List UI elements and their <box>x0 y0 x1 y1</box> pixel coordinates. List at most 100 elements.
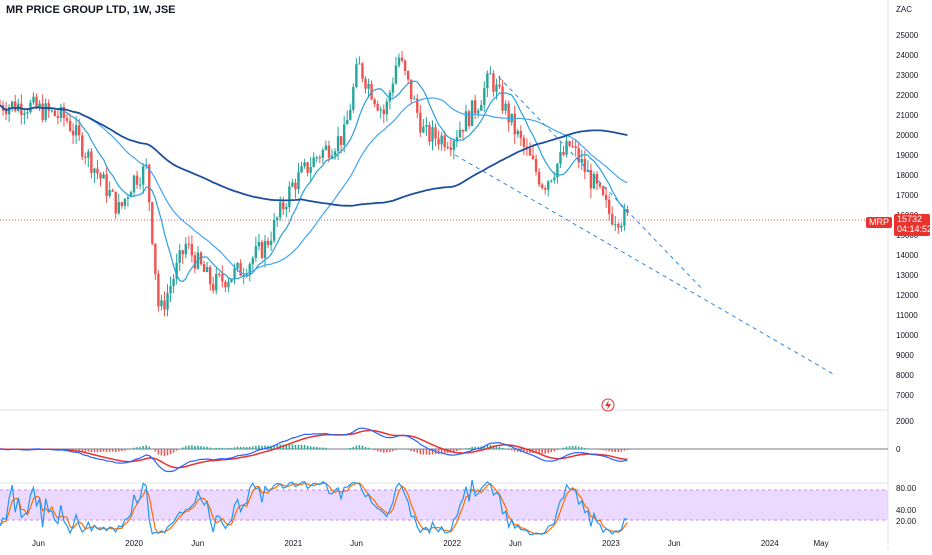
stoch-tick-label: 40.00 <box>896 506 917 515</box>
candle-body <box>202 264 206 272</box>
candle-body <box>50 110 53 112</box>
candle-body <box>32 96 35 103</box>
candle-body <box>544 188 547 190</box>
candle-body <box>132 175 136 193</box>
trendline[interactable] <box>498 76 703 290</box>
candle-body <box>108 190 111 196</box>
candle-body <box>339 136 343 145</box>
macd-tick-label: 0 <box>896 445 901 454</box>
candle-body <box>498 84 501 87</box>
candle-body <box>175 262 178 279</box>
x-tick-label: Jun <box>668 539 681 548</box>
candle-body <box>120 202 124 206</box>
candle-body <box>77 125 81 136</box>
macd-signal-line <box>0 429 628 469</box>
candle-body <box>601 186 605 195</box>
candle-body <box>562 151 565 155</box>
candle-body <box>269 240 273 246</box>
y-tick-label: 10000 <box>896 331 919 340</box>
candle-body <box>312 157 315 168</box>
candle-body <box>373 99 376 104</box>
candle-body <box>315 157 318 159</box>
x-tick-label: May <box>814 539 829 548</box>
candle-body <box>349 109 352 120</box>
candle-body <box>458 129 462 138</box>
candle-body <box>324 145 328 150</box>
candle-body <box>239 263 242 276</box>
candle-body <box>272 219 276 241</box>
trendline[interactable] <box>454 154 836 376</box>
candle-body <box>151 202 154 244</box>
candle-body <box>467 111 471 126</box>
candle-body <box>135 175 139 185</box>
candle-body <box>62 107 66 119</box>
time-axis: Jun 2020 Jun 2021 Jun 2022 Jun 2023 Jun 2024 May <box>32 539 829 548</box>
candle-body <box>163 300 166 310</box>
candle-body <box>364 78 367 89</box>
candle-body <box>382 109 385 115</box>
candle-body <box>409 79 413 100</box>
candle-body <box>516 130 519 135</box>
x-tick-label: 2021 <box>284 539 302 548</box>
y-tick-label: 9000 <box>896 351 914 360</box>
candle-body <box>455 137 459 142</box>
candle-body <box>157 274 160 307</box>
candle-body <box>480 104 483 111</box>
candle-body <box>245 274 248 276</box>
candle-body <box>275 217 279 220</box>
candle-body <box>266 240 270 246</box>
y-tick-label: 19000 <box>896 151 919 160</box>
y-tick-label: 18000 <box>896 171 919 180</box>
macd-group <box>0 427 629 473</box>
candle-body <box>416 98 419 113</box>
candle-body <box>74 125 78 136</box>
price-axis: ZAC2500024000230002200021000200001900018… <box>896 5 919 526</box>
y-tick-label: 20000 <box>896 131 919 140</box>
x-tick-label: 2020 <box>125 539 143 548</box>
candle-body <box>257 242 261 247</box>
candle-body <box>160 300 163 307</box>
candle-body <box>534 159 538 172</box>
candle-body <box>71 130 75 136</box>
candle-body <box>154 243 157 275</box>
candle-body <box>431 127 434 142</box>
candle-body <box>230 278 233 283</box>
price-value-badge: 15732 04:14:52 <box>894 214 932 236</box>
candle-body <box>358 63 361 65</box>
candle-body <box>574 146 577 149</box>
lightning-icon[interactable] <box>601 398 615 412</box>
candle-body <box>492 73 495 92</box>
candle-body <box>476 110 480 114</box>
candle-body <box>434 127 437 139</box>
candle-body <box>580 158 583 163</box>
candle-body <box>117 202 120 214</box>
candle-body <box>589 170 593 189</box>
macd-line <box>0 427 628 473</box>
candle-body <box>187 243 191 245</box>
candle-body <box>279 202 282 218</box>
symbol-badge: MRP <box>866 217 892 228</box>
candle-body <box>437 138 440 145</box>
candle-body <box>221 274 224 282</box>
candle-body <box>169 286 172 294</box>
y-tick-label: 7000 <box>896 391 914 400</box>
candle-body <box>388 92 392 102</box>
candle-body <box>29 102 32 113</box>
ma-mid-line <box>0 97 628 275</box>
candle-body <box>7 106 11 115</box>
candle-body <box>212 284 215 291</box>
last-price-label: 15732 <box>897 214 923 224</box>
y-tick-label: 14000 <box>896 251 919 260</box>
y-tick-label: 25000 <box>896 31 919 40</box>
candle-body <box>333 151 337 156</box>
candle-body <box>379 109 382 111</box>
candle-body <box>285 207 288 210</box>
y-tick-label: 22000 <box>896 91 919 100</box>
candle-body <box>47 103 50 111</box>
candle-body <box>547 181 550 190</box>
candle-body <box>367 83 370 89</box>
stochastic-group <box>0 479 628 536</box>
candle-body <box>550 180 553 182</box>
